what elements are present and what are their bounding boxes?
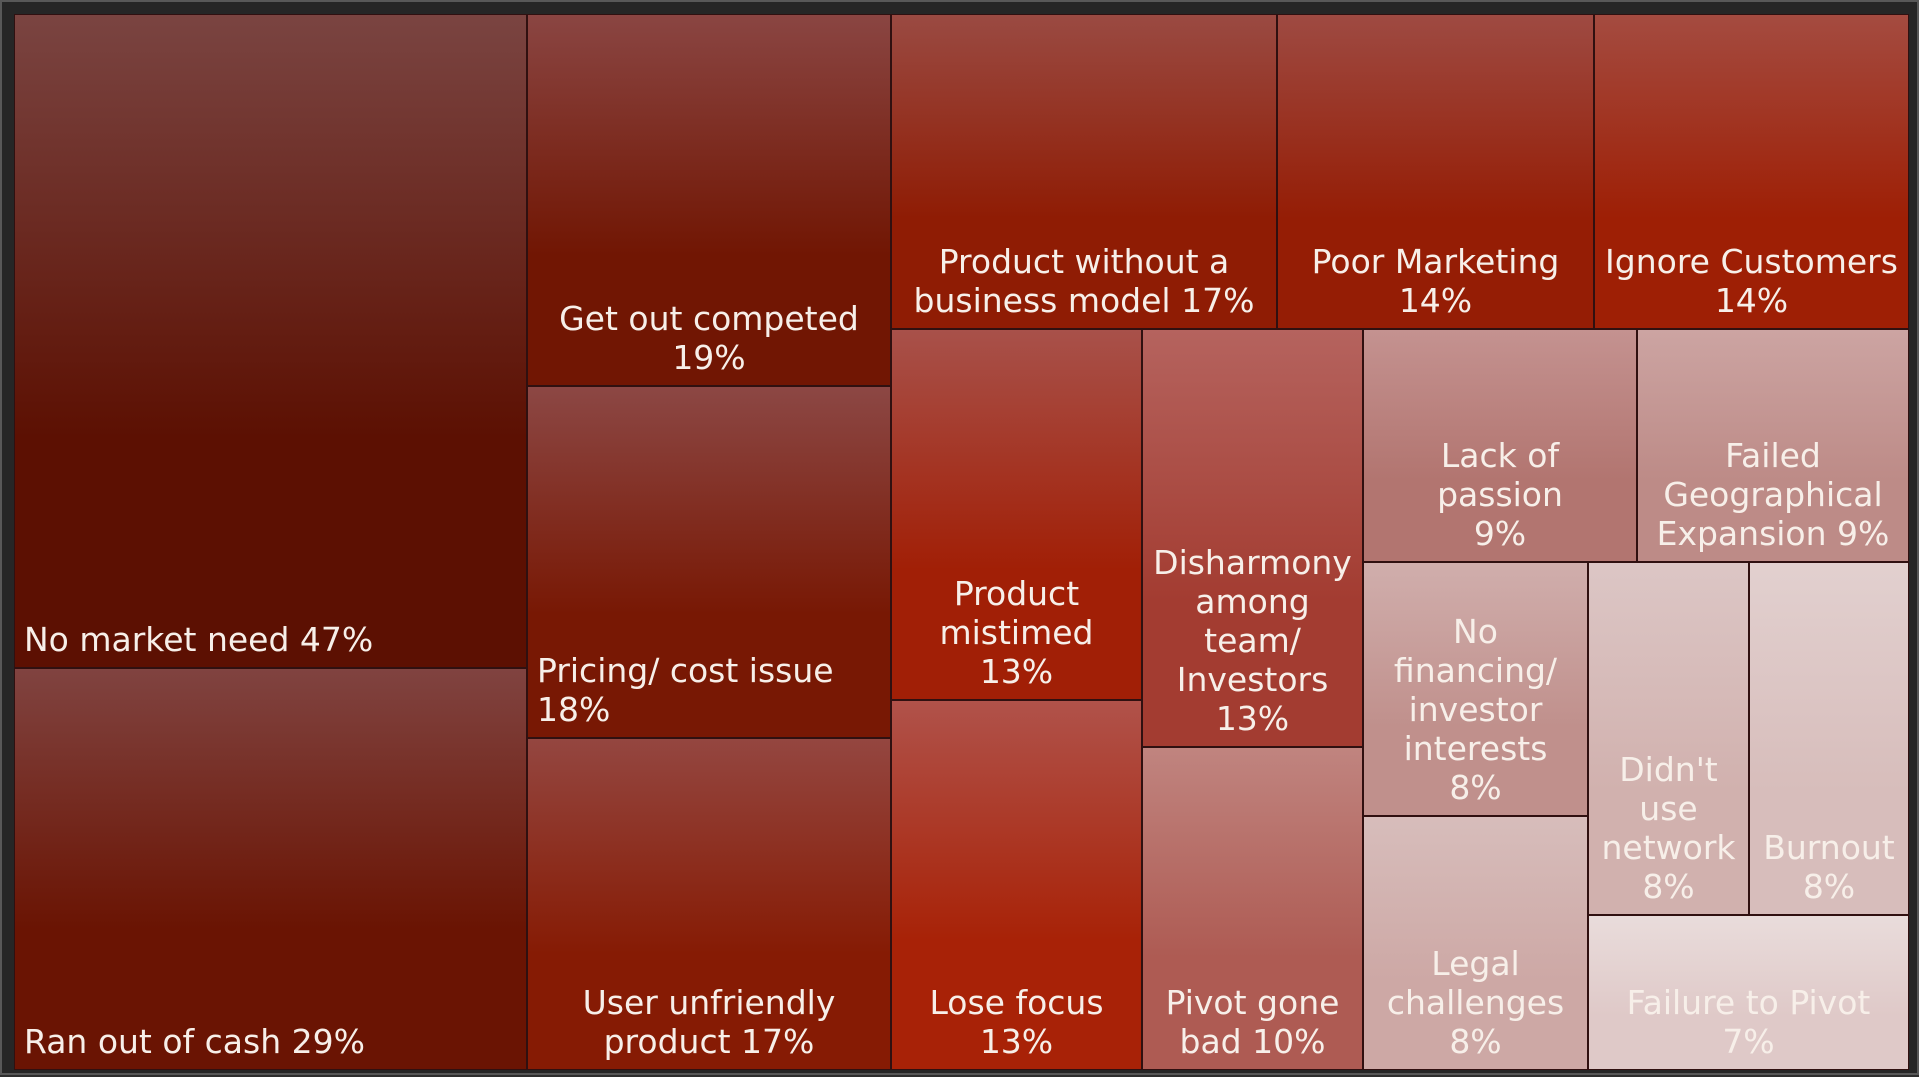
treemap-tile-label: Product mistimed 13% — [939, 574, 1094, 691]
treemap-tile-label: Didn't use network 8% — [1601, 750, 1736, 906]
treemap-tile-label: User unfriendly product 17% — [582, 983, 836, 1061]
treemap-tile: Failed Geographical Expansion 9% — [1637, 329, 1909, 562]
treemap-tile-label: No market need 47% — [24, 620, 374, 659]
treemap-tile-label: Burnout 8% — [1763, 828, 1895, 906]
treemap-tile-label: Lose focus 13% — [929, 983, 1104, 1061]
treemap-tile-label: Pricing/ cost issue 18% — [537, 651, 834, 729]
treemap-tile-label: Lack of passion 9% — [1437, 436, 1563, 553]
treemap-tile: Poor Marketing 14% — [1277, 14, 1594, 329]
treemap-tile-label: Legal challenges 8% — [1386, 944, 1565, 1061]
treemap-tile: Failure to Pivot 7% — [1588, 915, 1909, 1070]
treemap-tile: Burnout 8% — [1749, 562, 1909, 915]
treemap-tile: Lose focus 13% — [891, 700, 1142, 1070]
treemap-tile: Ignore Customers 14% — [1594, 14, 1909, 329]
treemap-tile-label: Ignore Customers 14% — [1605, 242, 1898, 320]
treemap-tile: Product mistimed 13% — [891, 329, 1142, 700]
treemap-tile: Disharmony among team/ Investors 13% — [1142, 329, 1363, 747]
treemap-tile: Product without a business model 17% — [891, 14, 1277, 329]
treemap-tile: User unfriendly product 17% — [527, 738, 891, 1070]
treemap-tile: Pivot gone bad 10% — [1142, 747, 1363, 1070]
treemap-tile-label: Failed Geographical Expansion 9% — [1656, 436, 1890, 553]
treemap-tile: No market need 47% — [14, 14, 527, 668]
treemap-tile: Get out competed 19% — [527, 14, 891, 386]
treemap-tile-label: Get out competed 19% — [559, 299, 859, 377]
treemap-tile-label: Failure to Pivot 7% — [1626, 983, 1871, 1061]
treemap-tile-label: Product without a business model 17% — [913, 242, 1255, 320]
treemap-tile: No financing/ investor interests 8% — [1363, 562, 1588, 816]
treemap-tile: Ran out of cash 29% — [14, 668, 527, 1070]
treemap-tile: Lack of passion 9% — [1363, 329, 1637, 562]
treemap-tile-label: Poor Marketing 14% — [1311, 242, 1560, 320]
treemap-tile-label: Disharmony among team/ Investors 13% — [1153, 543, 1352, 738]
treemap-tile-label: Ran out of cash 29% — [24, 1022, 365, 1061]
treemap-tile-label: No financing/ investor interests 8% — [1393, 612, 1558, 807]
treemap-tile: Didn't use network 8% — [1588, 562, 1749, 915]
treemap-tile: Legal challenges 8% — [1363, 816, 1588, 1070]
treemap-tile-label: Pivot gone bad 10% — [1165, 983, 1340, 1061]
treemap-tile: Pricing/ cost issue 18% — [527, 386, 891, 738]
